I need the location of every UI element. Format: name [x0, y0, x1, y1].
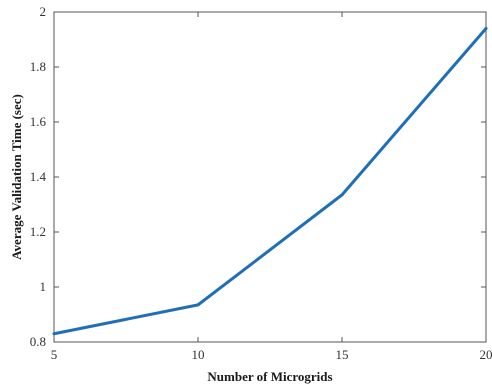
y-tick-label: 1: [40, 279, 47, 294]
y-tick-label: 1.6: [30, 114, 47, 129]
y-tick-label: 2: [40, 4, 47, 19]
series-point: [484, 27, 488, 30]
y-tick-label: 1.8: [30, 59, 46, 74]
series-point: [196, 303, 200, 307]
series-point: [340, 193, 344, 197]
series-line: [52, 27, 488, 336]
x-tick-label: 15: [336, 347, 349, 362]
x-tick-label: 10: [192, 347, 205, 362]
y-tick-label: 1.4: [30, 169, 47, 184]
series-point: [52, 332, 56, 336]
y-tick-label: 0.8: [30, 334, 46, 349]
plot-frame: [53, 11, 487, 343]
x-axis-label: Number of Microgrids: [207, 369, 332, 384]
x-tick-label: 5: [51, 347, 58, 362]
ticks: 5 10 15 20 0.8 1 1.2 1.4 1.6 1.8 2: [30, 4, 492, 362]
y-axis-label: Average Validation Time (sec): [9, 94, 24, 260]
x-tick-label: 20: [480, 347, 492, 362]
series-layer: [52, 27, 488, 336]
y-tick-label: 1.2: [30, 224, 46, 239]
